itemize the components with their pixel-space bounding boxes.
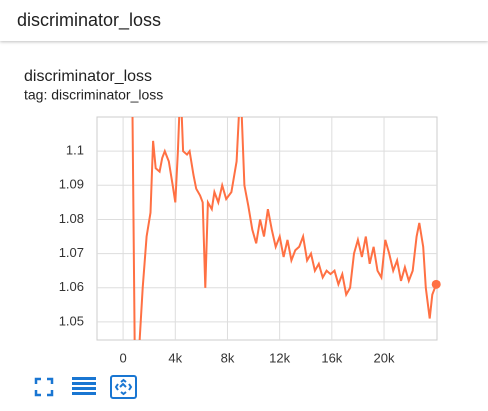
header: discriminator_loss	[0, 0, 488, 41]
y-tick-label: 1.09	[59, 177, 84, 192]
plot	[131, 117, 437, 340]
log-icon[interactable]	[72, 377, 96, 395]
y-tick-label: 1.07	[59, 245, 84, 260]
x-tick-label: 20k	[374, 350, 395, 365]
x-tick-label: 4k	[168, 350, 182, 365]
zoom-icon[interactable]	[110, 375, 137, 399]
y-tick-label: 1.08	[59, 211, 84, 226]
last-point	[431, 279, 441, 289]
grid: 1.05 1.06 1.07 1.08 1.09 1.1 0 4k 8k 12k 16k 20k	[59, 117, 437, 365]
y-tick-label: 1.06	[59, 279, 84, 294]
x-tick-label: 16k	[321, 350, 342, 365]
y-tick-label: 1.1	[66, 143, 84, 158]
plot-frame	[96, 116, 438, 341]
chart-title: discriminator_loss	[24, 68, 152, 85]
x-tick-label: 0	[119, 350, 126, 365]
chart-subtitle: tag: discriminator_loss	[24, 87, 163, 103]
series-line	[131, 117, 437, 340]
y-tick-label: 1.05	[59, 313, 84, 328]
x-tick-label: 8k	[221, 350, 235, 365]
x-tick-label: 12k	[269, 350, 290, 365]
header-title: discriminator_loss	[17, 10, 162, 30]
fit-icon[interactable]	[34, 377, 54, 397]
